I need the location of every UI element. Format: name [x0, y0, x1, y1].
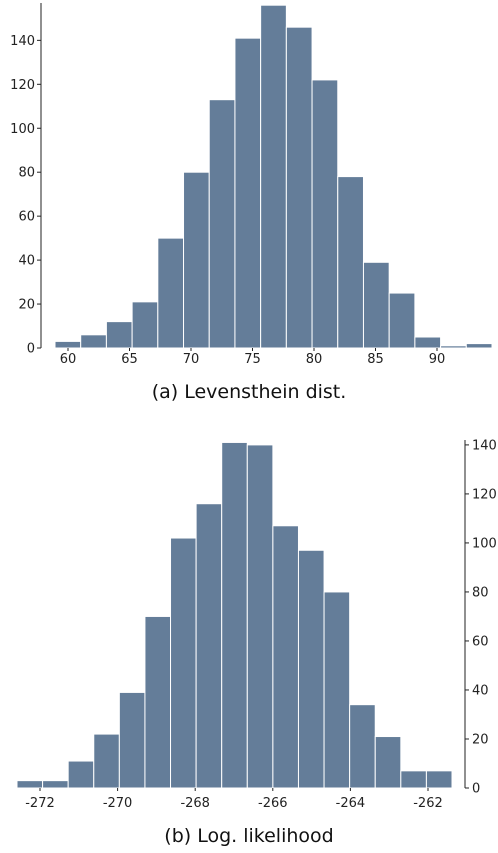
y-tick-label: 20 — [18, 298, 35, 313]
x-tick-label: 90 — [429, 352, 446, 367]
y-tick-label: 120 — [472, 487, 497, 502]
bar — [131, 301, 159, 349]
bars-b — [16, 441, 453, 789]
x-tick-label: -266 — [258, 796, 288, 811]
bar — [272, 525, 299, 789]
bar — [54, 340, 82, 349]
bar — [118, 691, 146, 789]
y-tick-label: 120 — [10, 78, 35, 93]
x-tick-label: -268 — [180, 796, 210, 811]
x-tick-label: -264 — [336, 796, 366, 811]
y-tick-label: 100 — [472, 536, 497, 551]
y-tick-label: 140 — [10, 34, 35, 49]
y-tick-label: 60 — [472, 634, 489, 649]
y-tick-label: 80 — [472, 585, 489, 600]
caption-b: (b) Log. likelihood — [164, 825, 333, 847]
y-ticks-a: 0 20 40 60 80 100 120 140 — [10, 34, 41, 357]
y-tick-label: 0 — [27, 342, 35, 357]
y-tick-label: 40 — [472, 683, 489, 698]
bar — [16, 780, 44, 789]
bar — [144, 615, 172, 789]
y-tick-label: 60 — [18, 210, 35, 225]
bar — [400, 770, 427, 789]
bar — [374, 736, 402, 789]
bar — [414, 336, 442, 349]
chart-levenshtein: 0 20 40 60 80 100 120 140 60 65 70 75 80 85 90 — [10, 3, 493, 367]
bar — [208, 99, 236, 349]
bar — [349, 704, 376, 789]
bar — [170, 537, 197, 789]
y-tick-label: 80 — [18, 166, 35, 181]
bar — [465, 343, 493, 349]
x-tick-label: 65 — [121, 352, 138, 367]
bar — [260, 4, 287, 349]
bars-a — [54, 4, 493, 349]
bar — [425, 770, 453, 789]
x-tick-label: 80 — [306, 352, 323, 367]
bar — [183, 171, 210, 349]
bar — [67, 760, 95, 789]
bar — [42, 780, 69, 789]
x-tick-label: 70 — [183, 352, 200, 367]
bar — [337, 176, 364, 349]
bar — [440, 345, 467, 349]
bar — [297, 549, 325, 789]
x-tick-label: 75 — [244, 352, 261, 367]
bar — [323, 591, 351, 789]
bar — [105, 321, 133, 349]
y-tick-label: 0 — [472, 782, 480, 797]
x-tick-label: -272 — [25, 796, 55, 811]
bar — [157, 237, 185, 349]
x-tick-label: 60 — [60, 352, 77, 367]
x-ticks-a: 60 65 70 75 80 85 90 — [60, 348, 446, 367]
x-tick-label: -262 — [413, 796, 443, 811]
bar — [362, 261, 390, 349]
y-tick-label: 40 — [18, 254, 35, 269]
bar — [80, 334, 107, 349]
bar — [285, 26, 313, 349]
bar — [246, 444, 274, 789]
y-tick-label: 140 — [472, 438, 497, 453]
bar — [93, 733, 120, 789]
x-ticks-b: -272 -270 -268 -266 -264 -262 — [25, 788, 443, 811]
caption-a: (a) Levensthein dist. — [152, 381, 347, 403]
x-tick-label: 85 — [367, 352, 384, 367]
bar — [388, 292, 416, 349]
bar — [195, 503, 223, 789]
bar — [311, 79, 339, 349]
bar — [221, 441, 248, 789]
x-tick-label: -270 — [103, 796, 133, 811]
y-tick-label: 100 — [10, 122, 35, 137]
y-ticks-b: 0 20 40 60 80 100 120 140 — [465, 438, 497, 797]
y-tick-label: 20 — [472, 732, 489, 747]
bar — [234, 37, 262, 349]
